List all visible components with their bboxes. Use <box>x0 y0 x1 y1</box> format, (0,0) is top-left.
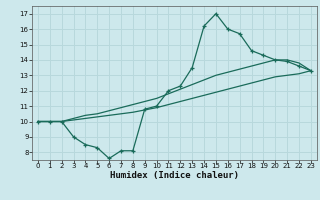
X-axis label: Humidex (Indice chaleur): Humidex (Indice chaleur) <box>110 171 239 180</box>
